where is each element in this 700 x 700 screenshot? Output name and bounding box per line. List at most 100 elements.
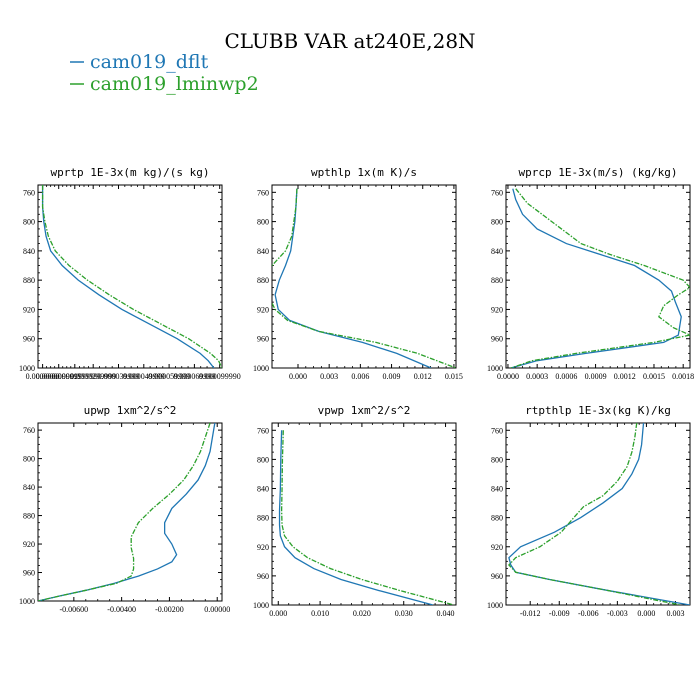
y-tick-label: 920 (491, 543, 503, 552)
panel-6: rtpthlp 1E-3x(kg K)/kg 760 800 840 880 920 960… (487, 404, 691, 618)
y-tick-label: 880 (257, 514, 269, 523)
y-tick-label: 1000 (19, 597, 35, 606)
x-tick-label: 0.000059999 (148, 372, 190, 381)
x-tick-label: 0.0018 (672, 372, 694, 381)
x-tick-label: 0.010 (311, 609, 329, 618)
x-tick-label: 0.0003 (526, 372, 548, 381)
x-tick-label: -0.00200 (155, 605, 184, 614)
panel-title: vpwp 1xm^2/s^2 (318, 404, 411, 417)
x-tick-label: 0.000 (269, 609, 287, 618)
panel-1: wprtp 1E-3x(m kg)/(s kg) 760 800 840 880 920 9… (19, 166, 241, 381)
x-tick-label: 0.000 (637, 609, 655, 618)
x-tick-label: 0.000069999 (173, 372, 215, 381)
x-tick-label: -0.009 (549, 609, 570, 618)
x-tick-label: 0.015 (445, 372, 463, 381)
x-tick-label: 0.000039999 (98, 372, 140, 381)
y-tick-label: 760 (257, 426, 269, 435)
y-tick-label: 880 (257, 276, 269, 285)
panel-3: wprcp 1E-3x(m/s) (kg/kg) 760 800 840 880 920 9… (487, 166, 694, 381)
series-line-cam019_dflt (508, 423, 690, 605)
x-tick-label: 0.006 (351, 372, 369, 381)
y-tick-label: 960 (257, 335, 269, 344)
series-line-cam019_lminwp2 (272, 188, 456, 368)
y-tick-label: 880 (23, 276, 35, 285)
y-tick-label: 800 (23, 455, 35, 464)
series-line-cam019_dflt (278, 430, 434, 605)
x-tick-label: -0.003 (607, 609, 628, 618)
x-tick-label: 0.0000299999 (70, 372, 116, 381)
series-line-cam019_lminwp2 (510, 188, 690, 368)
panel-4: upwp 1xm^2/s^2 760 800 840 880 920 960 1000 -0.0… (19, 404, 230, 614)
y-tick-label: 960 (23, 335, 35, 344)
panel-2: wpthlp 1x(m K)/s 760 800 840 880 920 960 1000 0.… (253, 166, 463, 381)
legend: cam019_dflt cam019_lminwp2 (70, 51, 259, 95)
y-tick-label: 920 (257, 543, 269, 552)
y-tick-label: 760 (23, 426, 35, 435)
y-tick-label: 760 (23, 188, 35, 197)
series-line-cam019_dflt (38, 423, 216, 601)
series-line-cam019_lminwp2 (508, 423, 681, 605)
x-tick-label: -0.00600 (60, 605, 89, 614)
y-tick-label: 920 (491, 305, 503, 314)
y-tick-label: 760 (257, 188, 269, 197)
y-tick-label: 800 (257, 218, 269, 227)
x-tick-label: 0.012 (414, 372, 432, 381)
y-tick-label: 1000 (19, 364, 35, 373)
y-tick-label: 1000 (253, 601, 269, 610)
y-tick-label: 880 (491, 276, 503, 285)
y-tick-label: 880 (23, 512, 35, 521)
x-tick-label: 0.003 (666, 609, 684, 618)
y-tick-label: 800 (257, 455, 269, 464)
panel-title: wprtp 1E-3x(m kg)/(s kg) (51, 166, 210, 179)
x-tick-label: 0.0009 (585, 372, 607, 381)
y-tick-label: 760 (491, 426, 503, 435)
x-tick-label: 0.020 (353, 609, 371, 618)
series-line-cam019_lminwp2 (280, 430, 455, 605)
legend-label-dflt: cam019_dflt (90, 51, 209, 73)
y-tick-label: 840 (491, 247, 503, 256)
y-tick-label: 920 (257, 305, 269, 314)
y-tick-label: 920 (23, 305, 35, 314)
x-tick-label: 0.000 (289, 372, 307, 381)
series-line-cam019_dflt (41, 185, 215, 368)
x-tick-label: 0.009 (383, 372, 401, 381)
series-line-cam019_dflt (510, 188, 682, 368)
y-tick-label: 840 (23, 483, 35, 492)
x-tick-label: 0.0015 (643, 372, 665, 381)
x-tick-label: 0.003 (320, 372, 338, 381)
y-tick-label: 880 (491, 514, 503, 523)
panel-title: rtpthlp 1E-3x(kg K)/kg (525, 404, 671, 417)
x-tick-label: 0.000099990 (199, 372, 241, 381)
x-tick-label: 0.0000000 (26, 372, 60, 381)
y-tick-label: 1000 (487, 364, 503, 373)
y-tick-label: 840 (23, 247, 35, 256)
series-line-cam019_lminwp2 (38, 423, 211, 601)
legend-item-dflt: cam019_dflt (70, 51, 209, 73)
y-tick-label: 1000 (487, 601, 503, 610)
series-line-cam019_dflt (274, 188, 432, 368)
panel-title: upwp 1xm^2/s^2 (84, 404, 177, 417)
x-tick-label: 0.0012 (614, 372, 636, 381)
x-tick-label: 0.0000099999 (36, 372, 82, 381)
x-tick-label: -0.006 (578, 609, 599, 618)
y-tick-label: 920 (23, 540, 35, 549)
y-tick-label: 840 (257, 247, 269, 256)
y-tick-label: 960 (257, 572, 269, 581)
y-tick-label: 800 (491, 455, 503, 464)
x-tick-label: 0.030 (395, 609, 413, 618)
series-line-cam019_lminwp2 (41, 185, 222, 368)
plot-frame (505, 422, 691, 606)
y-tick-label: 800 (491, 218, 503, 227)
y-tick-label: 1000 (253, 364, 269, 373)
figure-title: CLUBB VAR at240E,28N (224, 29, 475, 53)
y-tick-label: 800 (23, 218, 35, 227)
panel-5: vpwp 1xm^2/s^2 760 800 840 880 920 960 10000.00… (253, 404, 457, 618)
y-tick-label: 760 (491, 188, 503, 197)
plot-frame (37, 422, 223, 602)
x-tick-label: 0.00000 (204, 605, 230, 614)
y-tick-label: 840 (491, 485, 503, 494)
plot-frame (37, 184, 223, 369)
panels: wprtp 1E-3x(m kg)/(s kg) 760 800 840 880 920 9… (19, 166, 694, 618)
legend-item-lminwp2: cam019_lminwp2 (70, 73, 259, 95)
x-tick-label: 0.000049999 (123, 372, 165, 381)
